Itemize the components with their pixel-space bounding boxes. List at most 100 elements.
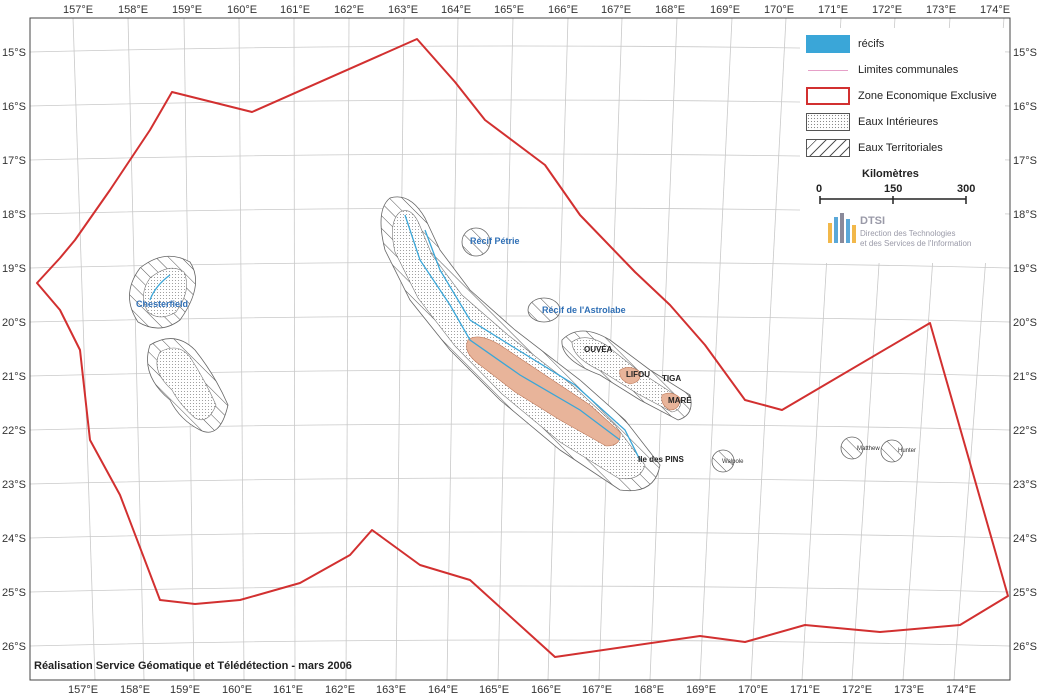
lon-label: 166°E bbox=[548, 4, 578, 16]
lat-label: 22°S bbox=[2, 425, 26, 437]
lat-label: 15°S bbox=[1013, 47, 1037, 59]
lat-label: 18°S bbox=[1013, 209, 1037, 221]
lon-label: 164°E bbox=[441, 4, 471, 16]
map-frame bbox=[29, 17, 1011, 681]
label-lifou: LIFOU bbox=[626, 370, 650, 379]
lat-label: 25°S bbox=[1013, 587, 1037, 599]
lon-label: 167°E bbox=[601, 4, 631, 16]
lat-label: 26°S bbox=[1013, 641, 1037, 653]
loyalty-islands: OUVÉA LIFOU TIGA MARÉ bbox=[561, 330, 692, 421]
logo-line-1: Direction des Technologies bbox=[860, 229, 956, 238]
label-walpole: Walpole bbox=[722, 459, 744, 465]
scale-label-150: 150 bbox=[884, 183, 903, 195]
lat-label: 16°S bbox=[1013, 101, 1037, 113]
lon-label: 169°E bbox=[710, 4, 740, 16]
lat-label: 20°S bbox=[2, 317, 26, 329]
label-mare: MARÉ bbox=[668, 396, 692, 405]
lat-label: 17°S bbox=[1013, 155, 1037, 167]
scale-label-300: 300 bbox=[957, 183, 976, 195]
walpole-island: Walpole bbox=[711, 449, 744, 473]
lon-label: 158°E bbox=[118, 4, 148, 16]
reef-swatch bbox=[806, 35, 850, 53]
dtsi-logo: DTSI Direction des Technologies et des S… bbox=[826, 211, 996, 251]
lon-label: 171°E bbox=[818, 4, 848, 16]
lon-label: 157°E bbox=[68, 684, 98, 696]
lon-label: 162°E bbox=[325, 684, 355, 696]
longitude-labels-bottom: 157°E 158°E 159°E 160°E 161°E 162°E 163°… bbox=[68, 684, 976, 696]
lat-label: 19°S bbox=[2, 263, 26, 275]
label-tiga: TIGA bbox=[662, 374, 681, 383]
longitude-labels-top: 157°E 158°E 159°E 160°E 161°E 162°E 163°… bbox=[63, 4, 1010, 16]
eez-boundary bbox=[36, 38, 1009, 658]
map-credit: Réalisation Service Géomatique et Télédé… bbox=[34, 660, 352, 672]
lon-label: 160°E bbox=[227, 4, 257, 16]
lon-label: 171°E bbox=[790, 684, 820, 696]
logo-name: DTSI bbox=[860, 215, 886, 227]
eez-swatch bbox=[806, 87, 850, 105]
lon-label: 159°E bbox=[172, 4, 202, 16]
lon-label: 174°E bbox=[980, 4, 1010, 16]
lat-label: 25°S bbox=[2, 587, 26, 599]
lat-label: 26°S bbox=[2, 641, 26, 653]
lon-label: 163°E bbox=[388, 4, 418, 16]
label-ile-des-pins: Ile des PINS bbox=[638, 455, 684, 464]
grande-terre bbox=[380, 196, 661, 492]
scale-title: Kilomètres bbox=[862, 168, 919, 180]
lon-label: 161°E bbox=[280, 4, 310, 16]
lon-label: 170°E bbox=[738, 684, 768, 696]
chesterfield-islands: Chesterfield bbox=[129, 255, 229, 433]
hunter-island: Hunter bbox=[880, 439, 916, 463]
lon-label: 168°E bbox=[634, 684, 664, 696]
inner-waters-swatch bbox=[806, 113, 850, 131]
lon-label: 173°E bbox=[926, 4, 956, 16]
legend-item-recifs: récifs bbox=[806, 34, 884, 54]
label-hunter: Hunter bbox=[898, 448, 916, 454]
lat-label: 16°S bbox=[2, 101, 26, 113]
lat-label: 21°S bbox=[1013, 371, 1037, 383]
latitude-labels-left: 15°S 16°S 17°S 18°S 19°S 20°S 21°S 22°S … bbox=[2, 47, 26, 653]
legend-label: Eaux Intérieures bbox=[858, 116, 939, 128]
lon-label: 172°E bbox=[872, 4, 902, 16]
label-chesterfield: Chesterfield bbox=[136, 299, 188, 309]
lat-label: 20°S bbox=[1013, 317, 1037, 329]
lon-label: 160°E bbox=[222, 684, 252, 696]
lat-label: 24°S bbox=[2, 533, 26, 545]
legend-item-eaux-territoriales: Eaux Territoriales bbox=[806, 138, 943, 158]
legend-item-limites: Limites communales bbox=[806, 60, 958, 80]
lon-label: 164°E bbox=[428, 684, 458, 696]
territorial-waters-swatch bbox=[806, 139, 850, 157]
legend-item-eaux-interieures: Eaux Intérieures bbox=[806, 112, 938, 132]
lat-label: 19°S bbox=[1013, 263, 1037, 275]
lat-label: 22°S bbox=[1013, 425, 1037, 437]
lat-label: 23°S bbox=[1013, 479, 1037, 491]
label-recif-astrolabe: Récif de l'Astrolabe bbox=[542, 305, 626, 315]
label-recif-petrie: Récif Pétrie bbox=[470, 236, 520, 246]
lon-label: 172°E bbox=[842, 684, 872, 696]
lon-label: 161°E bbox=[273, 684, 303, 696]
lon-label: 170°E bbox=[764, 4, 794, 16]
logo-subtitle: Direction des Technologies et des Servic… bbox=[860, 229, 1000, 249]
label-matthew: Matthew bbox=[857, 446, 880, 452]
lat-label: 17°S bbox=[2, 155, 26, 167]
label-ouvea: OUVÉA bbox=[584, 345, 613, 354]
lon-label: 166°E bbox=[531, 684, 561, 696]
lon-label: 173°E bbox=[894, 684, 924, 696]
lon-label: 165°E bbox=[494, 4, 524, 16]
lat-label: 23°S bbox=[2, 479, 26, 491]
logo-line-2: et des Services de l'Information bbox=[860, 239, 972, 248]
legend-item-zee: Zone Economique Exclusive bbox=[806, 86, 997, 106]
lat-label: 15°S bbox=[2, 47, 26, 59]
lat-label: 18°S bbox=[2, 209, 26, 221]
matthew-island: Matthew bbox=[840, 436, 880, 460]
lon-label: 157°E bbox=[63, 4, 93, 16]
communal-limits-swatch bbox=[806, 61, 850, 79]
lon-label: 169°E bbox=[686, 684, 716, 696]
recif-petrie: Récif Pétrie bbox=[461, 227, 520, 257]
dtsi-logo-icon bbox=[828, 213, 856, 243]
lon-label: 168°E bbox=[655, 4, 685, 16]
recif-astrolabe: Récif de l'Astrolabe bbox=[527, 297, 626, 323]
legend-label: Limites communales bbox=[858, 64, 959, 76]
legend-label: Zone Economique Exclusive bbox=[858, 90, 997, 102]
lat-label: 21°S bbox=[2, 371, 26, 383]
